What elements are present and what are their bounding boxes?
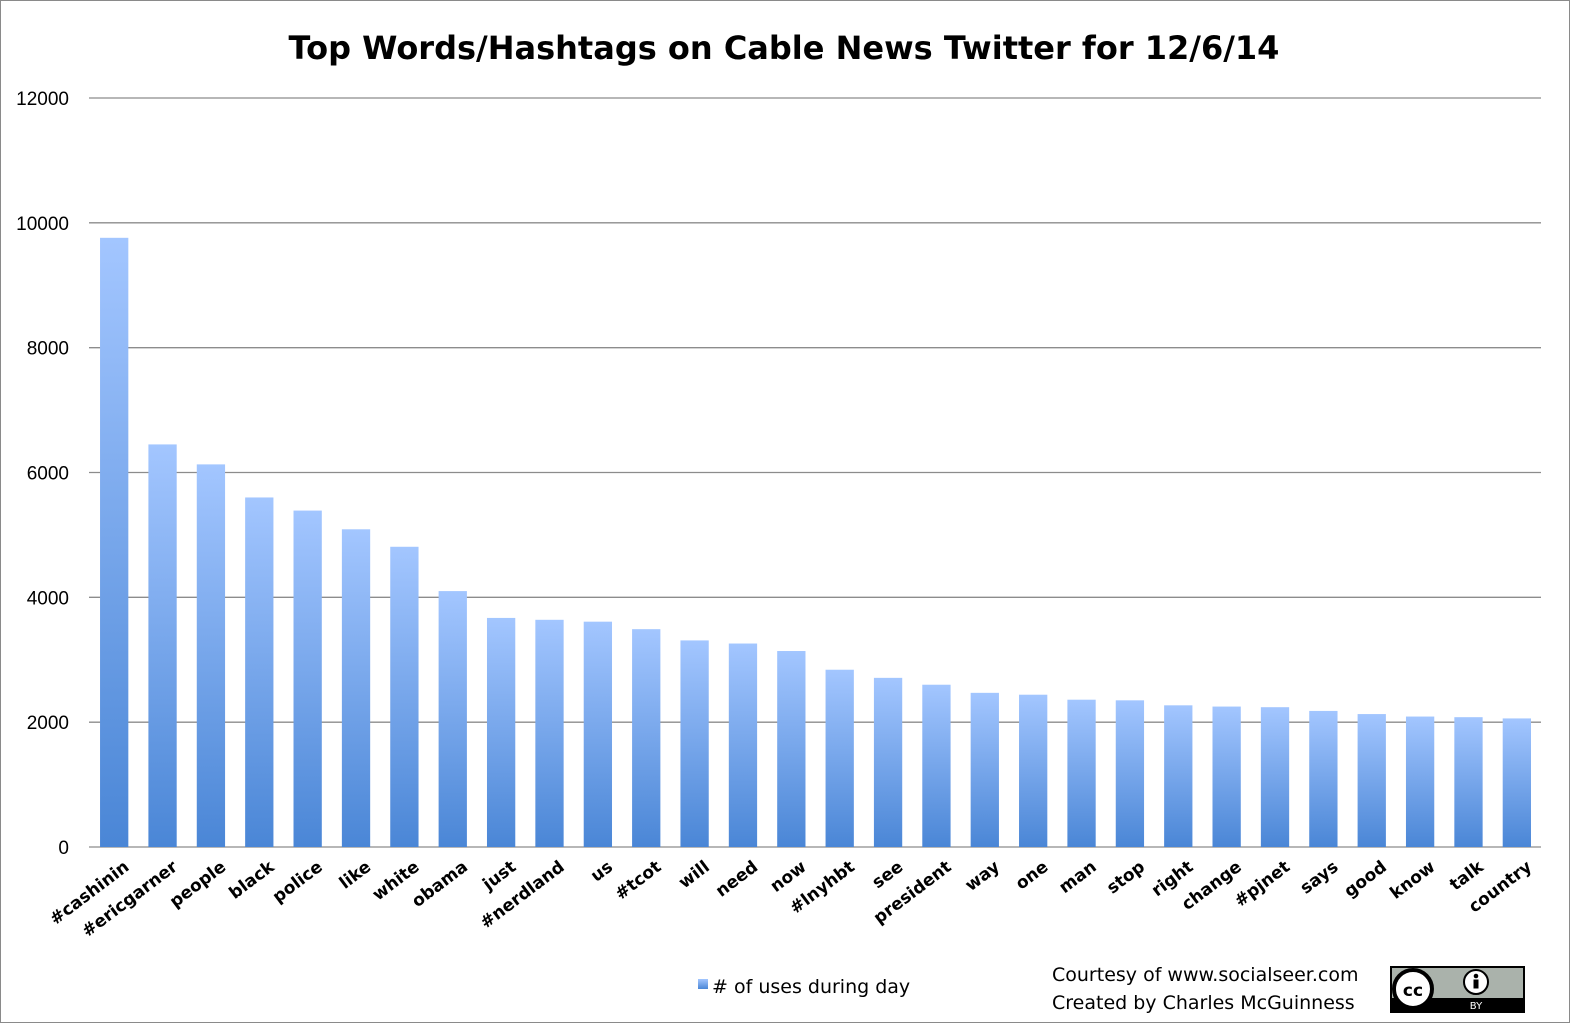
bar	[486, 617, 516, 847]
y-tick-label: 8000	[27, 339, 69, 360]
y-tick-label: 0	[58, 838, 69, 859]
bar	[148, 444, 177, 847]
courtesy-text: Courtesy of www.socialseer.com	[1052, 964, 1358, 986]
bar	[390, 546, 419, 847]
cc-logo-icon	[1392, 968, 1434, 1010]
bar	[1115, 700, 1145, 847]
bar	[583, 621, 613, 847]
bars	[100, 237, 1531, 847]
bar	[632, 629, 661, 847]
x-tick-label: one	[1012, 857, 1052, 894]
x-tick-label: #tcot	[611, 857, 665, 904]
x-tick-label: #pjnet	[1231, 857, 1294, 911]
bar	[1309, 710, 1338, 847]
bar	[825, 669, 854, 847]
bar	[1357, 714, 1386, 847]
bar	[1067, 699, 1096, 847]
x-tick-label: way	[962, 857, 1004, 896]
bar	[1260, 707, 1290, 847]
legend-label: # of uses during day	[712, 976, 910, 998]
footer-credits: Courtesy of www.socialseer.com Created b…	[1052, 964, 1358, 1014]
cc-by-license-icon: cc BY	[1390, 966, 1525, 1013]
x-tick-label: man	[1056, 857, 1101, 898]
license-badge-label: BY	[1470, 1001, 1483, 1012]
bar	[293, 510, 322, 847]
y-tick-label: 10000	[16, 214, 69, 235]
x-tick-label: obama	[408, 857, 472, 912]
bar	[728, 643, 758, 847]
y-tick-label: 2000	[27, 713, 69, 734]
x-tick-label: police	[269, 857, 327, 907]
x-tick-label: good	[1341, 857, 1391, 902]
bar	[341, 529, 371, 847]
bar	[777, 651, 806, 847]
bar	[873, 677, 903, 847]
chart-title: Top Words/Hashtags on Cable News Twitter…	[289, 29, 1280, 67]
y-tick-label: 12000	[16, 89, 69, 110]
bar	[680, 640, 709, 847]
bar	[438, 591, 467, 847]
bar	[1405, 716, 1435, 847]
bar	[245, 497, 274, 847]
gridlines	[89, 97, 1541, 848]
x-tick-label: us	[587, 857, 617, 886]
legend-swatch	[698, 979, 708, 989]
bar	[922, 684, 951, 847]
bar	[196, 464, 226, 847]
y-axis-ticks: 0 2000 4000 6000 8000 10000 12000	[16, 89, 69, 859]
bar	[1502, 718, 1531, 847]
y-tick-label: 4000	[27, 588, 69, 609]
bar	[535, 619, 564, 847]
bar	[1019, 694, 1048, 847]
bar	[100, 237, 129, 847]
bar	[970, 692, 999, 847]
x-tick-label: stop	[1103, 857, 1149, 898]
bar	[1164, 705, 1193, 847]
svg-text:cc: cc	[1403, 981, 1423, 1001]
x-tick-label: will	[675, 857, 714, 893]
x-tick-label: need	[712, 857, 762, 901]
bar	[1212, 706, 1241, 847]
y-tick-label: 6000	[27, 464, 69, 485]
created-by-text: Created by Charles McGuinness	[1052, 992, 1355, 1014]
x-tick-label: black	[226, 857, 279, 904]
x-tick-label: know	[1387, 857, 1440, 904]
legend: # of uses during day	[698, 976, 910, 998]
x-tick-label: says	[1297, 857, 1343, 898]
bar	[1454, 717, 1483, 847]
